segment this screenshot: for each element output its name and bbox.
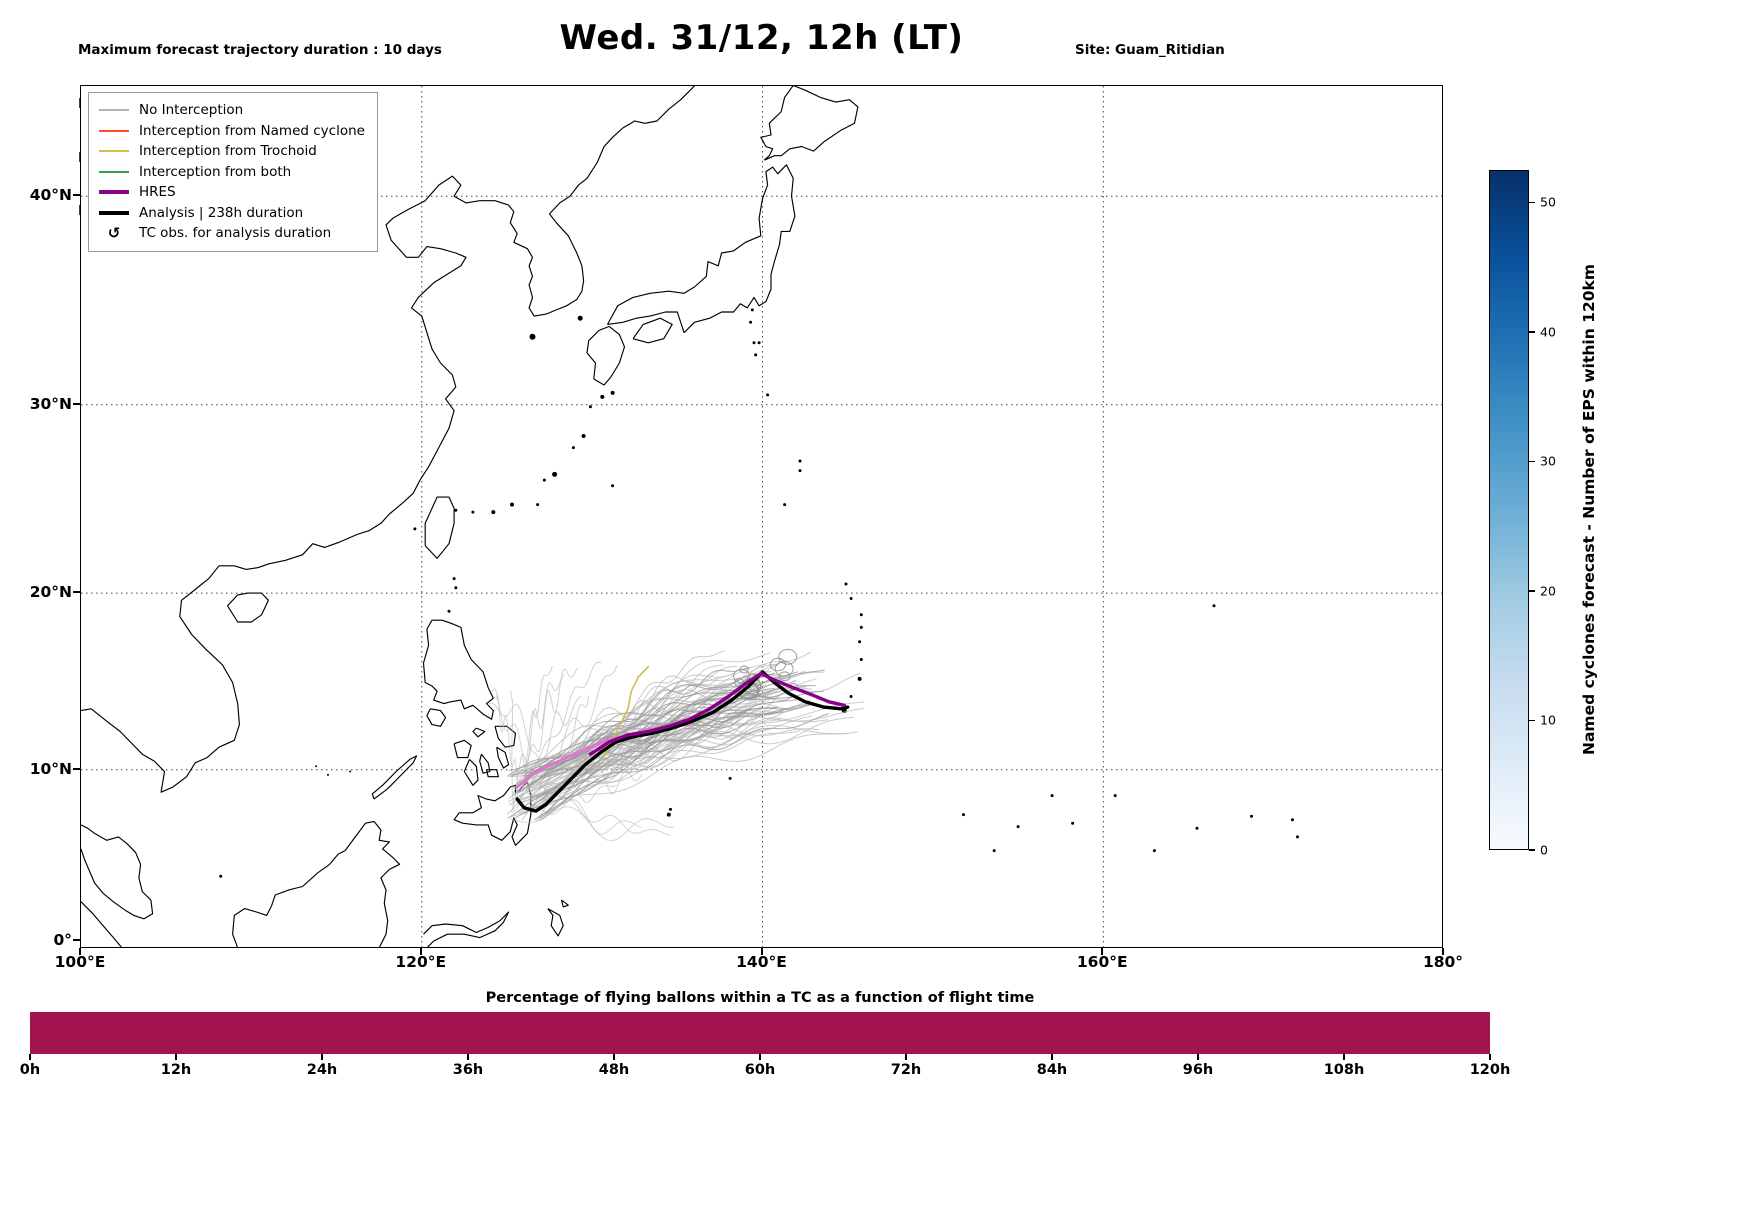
flight-time-tick-label: 0h	[19, 1062, 41, 1078]
legend-item: Interception from both	[99, 162, 365, 183]
flight-time-tick-mark	[1489, 1054, 1491, 1060]
lon-tick-label: 140°E	[736, 953, 787, 971]
flight-time-tick-label: 96h	[1182, 1062, 1214, 1078]
legend-line-swatch	[99, 190, 129, 195]
lat-tick-label: 20°N	[29, 583, 72, 602]
site-line: Site: Guam_Ritidian	[1075, 41, 1225, 58]
lat-tick-label: 30°N	[29, 394, 72, 413]
flight-time-tick-mark	[175, 1054, 177, 1060]
legend-line-swatch	[99, 129, 129, 132]
flight-time-tick-label: 24h	[306, 1062, 338, 1078]
colorbar-tick-label: 40	[1540, 324, 1556, 340]
legend-line-swatch	[99, 150, 129, 153]
lon-tick-label: 180°	[1422, 953, 1464, 971]
lat-tick-mark	[73, 194, 80, 197]
flight-time-tick-mark	[321, 1054, 323, 1060]
flight-time-tick-label: 12h	[160, 1062, 192, 1078]
flight-time-tick-label: 36h	[452, 1062, 484, 1078]
legend-line-swatch	[99, 170, 129, 173]
flight-time-tick-label: 60h	[744, 1062, 776, 1078]
colorbar-tick-label: 30	[1540, 453, 1556, 469]
lat-tick-mark	[73, 767, 80, 770]
map-plot-svg	[81, 86, 1444, 949]
lat-tick-mark	[73, 402, 80, 405]
legend-item: No Interception	[99, 100, 365, 121]
colorbar-tick-mark	[1529, 331, 1535, 333]
flight-time-tick-mark	[1197, 1054, 1199, 1060]
colorbar-tick-mark	[1529, 719, 1535, 722]
trajectory-map: No Interception Interception from Named …	[80, 85, 1444, 949]
flight-time-tick-mark	[613, 1054, 615, 1060]
figure-title: Wed. 31/12, 12h (LT)	[559, 18, 964, 58]
lon-tick-label: 160°E	[1076, 953, 1128, 971]
map-legend: No Interception Interception from Named …	[88, 92, 378, 252]
legend-label: HRES	[139, 184, 176, 201]
flight-time-tick-mark	[1343, 1054, 1345, 1060]
legend-label: No Interception	[139, 102, 244, 119]
lon-tick-mark	[79, 948, 81, 955]
legend-label: Interception from Named cyclone	[139, 122, 365, 139]
colorbar-tick-mark	[1529, 460, 1535, 463]
legend-line-swatch	[99, 210, 129, 215]
lon-tick-label: 120°E	[395, 953, 447, 971]
colorbar-tick-mark	[1529, 201, 1535, 204]
flight-time-chart-title: Percentage of flying ballons within a TC…	[485, 990, 1035, 1006]
lat-tick-label: 0°	[53, 931, 72, 949]
tc-percentage-bar	[30, 1012, 1490, 1054]
flight-time-tick-label: 48h	[598, 1062, 630, 1078]
lon-tick-mark	[1101, 948, 1104, 955]
legend-item: HRES	[99, 182, 365, 203]
flight-time-tick-mark	[905, 1054, 907, 1060]
param-line: Maximum forecast trajectory duration : 1…	[78, 41, 442, 58]
colorbar-axis-label: Named cyclones forecast - Number of EPS …	[1580, 264, 1598, 756]
flight-time-tick-mark	[467, 1054, 469, 1060]
legend-item: Analysis | 238h duration	[99, 203, 365, 224]
colorbar-tick-label: 10	[1540, 712, 1556, 728]
lat-tick-label: 40°N	[29, 186, 72, 205]
flight-time-tick-label: 72h	[890, 1062, 922, 1078]
colorbar-tick-mark	[1529, 849, 1535, 851]
legend-line-swatch	[99, 109, 129, 112]
legend-item: Interception from Trochoid	[99, 141, 365, 162]
colorbar-tick-mark	[1529, 590, 1535, 592]
legend-label: Interception from Trochoid	[139, 143, 317, 160]
colorbar-tick-label: 20	[1540, 583, 1556, 599]
flight-time-tick-label: 84h	[1036, 1062, 1068, 1078]
flight-time-tick-label: 108h	[1323, 1062, 1365, 1078]
lon-tick-mark	[1442, 948, 1444, 955]
lon-tick-mark	[419, 948, 422, 955]
colorbar-tick-label: 50	[1540, 194, 1556, 210]
flight-time-tick-mark	[29, 1054, 31, 1060]
legend-label: TC obs. for analysis duration	[139, 225, 332, 242]
flight-time-tick-label: 120h	[1469, 1062, 1511, 1078]
lat-tick-mark	[73, 591, 80, 594]
lat-tick-mark	[73, 939, 80, 941]
flight-time-tick-mark	[759, 1054, 761, 1060]
lon-tick-label: 100°E	[54, 953, 106, 971]
legend-label: Analysis | 238h duration	[139, 204, 304, 221]
lat-tick-label: 10°N	[29, 759, 72, 778]
tc-obs-icon: ↺	[107, 224, 121, 243]
eps-count-colorbar	[1489, 170, 1529, 850]
lon-tick-mark	[760, 948, 763, 955]
legend-label: Interception from both	[139, 163, 292, 180]
legend-item: Interception from Named cyclone	[99, 121, 365, 142]
legend-item: ↺ TC obs. for analysis duration	[99, 223, 365, 244]
colorbar-tick-label: 0	[1540, 842, 1548, 858]
flight-time-tick-mark	[1051, 1054, 1053, 1060]
